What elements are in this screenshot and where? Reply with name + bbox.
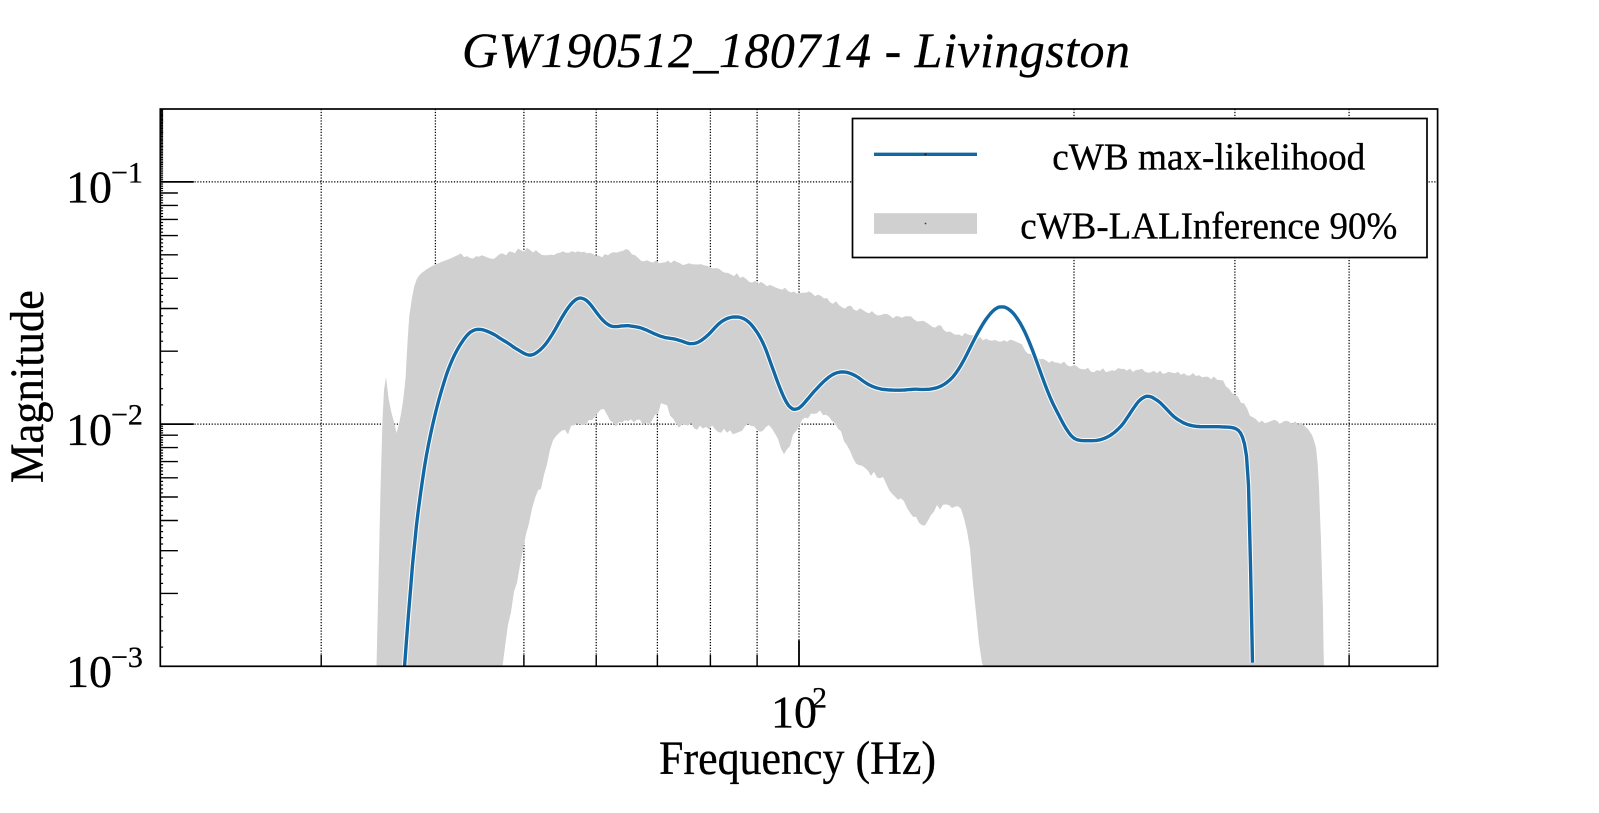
svg-text:2: 2: [812, 681, 827, 714]
svg-text:cWB-LALInference 90%: cWB-LALInference 90%: [1020, 206, 1397, 248]
svg-text:10: 10: [66, 646, 112, 697]
svg-text:Magnitude: Magnitude: [1, 290, 54, 483]
svg-text:−1: −1: [111, 157, 143, 190]
svg-text:−3: −3: [111, 641, 143, 674]
svg-text:−2: −2: [111, 399, 143, 432]
svg-text:GW190512_180714 - Livingston: GW190512_180714 - Livingston: [462, 22, 1130, 78]
svg-text:10: 10: [66, 162, 112, 213]
svg-text:10: 10: [771, 687, 817, 738]
svg-text:10: 10: [66, 404, 112, 455]
svg-text:cWB max-likelihood: cWB max-likelihood: [1052, 136, 1365, 178]
svg-text:Frequency (Hz): Frequency (Hz): [659, 732, 936, 785]
